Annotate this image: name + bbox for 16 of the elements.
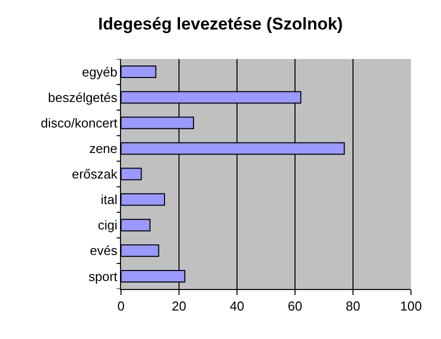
y-tick-label: cigi	[98, 218, 118, 233]
y-tick-label: beszélgetés	[48, 90, 118, 105]
y-tick-label: erőszak	[72, 166, 118, 182]
chart-title: Idegeség levezetése (Szolnok)	[98, 14, 343, 34]
y-tick-label: egyéb	[82, 64, 118, 80]
x-tick-label: 60	[288, 298, 302, 314]
x-tick-label: 0	[117, 298, 125, 314]
x-tick-label: 100	[400, 298, 422, 314]
y-tick-label: disco/koncert	[40, 115, 118, 130]
y-tick-label: evés	[90, 243, 118, 258]
y-tick-label: sport	[88, 268, 118, 284]
y-tick-label: zene	[89, 140, 118, 156]
x-tick-label: 40	[230, 298, 244, 314]
x-tick-label: 80	[346, 298, 360, 314]
y-tick-label: ital	[100, 192, 118, 208]
x-tick-label: 20	[172, 298, 186, 314]
